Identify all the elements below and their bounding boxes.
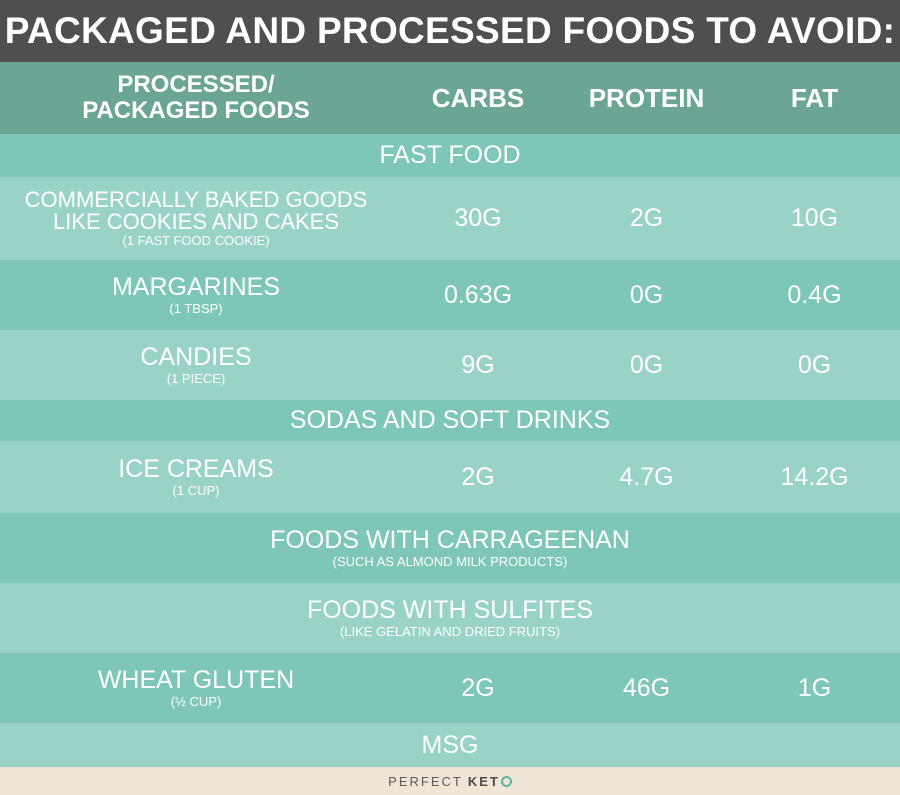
table-row: SODAS AND SOFT DRINKS — [0, 400, 900, 441]
row-label-cell: WHEAT GLUTEN (½ CUP) — [0, 666, 392, 710]
carbs-value: 30G — [454, 204, 502, 232]
table-row: FOODS WITH SULFITES (LIKE GELATIN AND DR… — [0, 583, 900, 653]
protein-value: 2G — [629, 204, 664, 232]
table-row: WHEAT GLUTEN (½ CUP) 2G 46G 1G — [0, 653, 900, 723]
row-serving: (1 CUP) — [172, 483, 220, 498]
brand-strong: KET — [467, 773, 500, 789]
row-serving: (½ CUP) — [170, 694, 222, 709]
footer-brand: PERFECT KET — [0, 767, 900, 795]
row-serving: (1 PIECE) — [166, 371, 226, 386]
fat-value: 0.4G — [787, 280, 842, 309]
row-label-cell: CANDIES (1 PIECE) — [0, 343, 392, 387]
row-label-cell: COMMERCIALLY BAKED GOODS LIKE COOKIES AN… — [0, 187, 392, 249]
header-carbs: CARBS — [431, 82, 525, 113]
carbs-value: 2G — [461, 462, 495, 491]
row-label: FAST FOOD — [379, 141, 521, 169]
row-label: CANDIES — [140, 343, 252, 371]
table-row: CANDIES (1 PIECE) 9G 0G 0G — [0, 330, 900, 400]
row-label: FOODS WITH CARRAGEENAN — [270, 526, 630, 554]
row-note: (SUCH AS ALMOND MILK PRODUCTS) — [332, 554, 568, 569]
header-foods: PROCESSED/ PACKAGED FOODS — [0, 72, 392, 124]
protein-value: 46G — [622, 673, 671, 702]
row-label: FOODS WITH SULFITES — [306, 596, 594, 624]
row-label: COMMERCIALLY BAKED GOODS LIKE COOKIES AN… — [24, 187, 368, 234]
title-bar: PACKAGED AND PROCESSED FOODS TO AVOID: — [0, 0, 900, 62]
protein-value: 0G — [629, 350, 664, 379]
row-label-cell: MARGARINES (1 TBSP) — [0, 273, 392, 317]
carbs-value: 0.63G — [443, 280, 513, 309]
page-title: PACKAGED AND PROCESSED FOODS TO AVOID: — [4, 10, 896, 51]
table-row: MARGARINES (1 TBSP) 0.63G 0G 0.4G — [0, 260, 900, 330]
table-row: FAST FOOD — [0, 134, 900, 177]
carbs-value: 9G — [461, 350, 495, 379]
protein-value: 0G — [629, 280, 664, 309]
fat-value: 10G — [790, 204, 839, 232]
row-note: (LIKE GELATIN AND DRIED FRUITS) — [339, 624, 561, 639]
row-label: MARGARINES — [111, 273, 281, 301]
table-header: PROCESSED/ PACKAGED FOODS CARBS PROTEIN … — [0, 62, 900, 134]
fat-value: 1G — [797, 673, 832, 702]
table-row: COMMERCIALLY BAKED GOODS LIKE COOKIES AN… — [0, 177, 900, 260]
table-row: ICE CREAMS (1 CUP) 2G 4.7G 14.2G — [0, 441, 900, 513]
row-label: ICE CREAMS — [118, 455, 274, 483]
table-row: MSG — [0, 723, 900, 767]
header-fat: FAT — [790, 82, 839, 113]
table-row: FOODS WITH CARRAGEENAN (SUCH AS ALMOND M… — [0, 513, 900, 583]
logo-o-icon — [500, 775, 512, 787]
brand-light: PERFECT — [388, 773, 463, 789]
protein-value: 4.7G — [619, 462, 674, 491]
row-label-cell: ICE CREAMS (1 CUP) — [0, 455, 392, 499]
header-protein: PROTEIN — [588, 82, 705, 113]
row-label: WHEAT GLUTEN — [97, 666, 295, 694]
header-foods-line1: PROCESSED/ — [117, 71, 275, 98]
row-serving: (1 TBSP) — [169, 301, 223, 316]
row-label: MSG — [421, 730, 479, 759]
row-serving: (1 FAST FOOD COOKIE) — [122, 233, 270, 248]
header-foods-line2: PACKAGED FOODS — [82, 97, 310, 124]
fat-value: 14.2G — [780, 462, 849, 491]
fat-value: 0G — [797, 350, 832, 379]
row-label: SODAS AND SOFT DRINKS — [289, 406, 611, 434]
carbs-value: 2G — [461, 673, 495, 702]
